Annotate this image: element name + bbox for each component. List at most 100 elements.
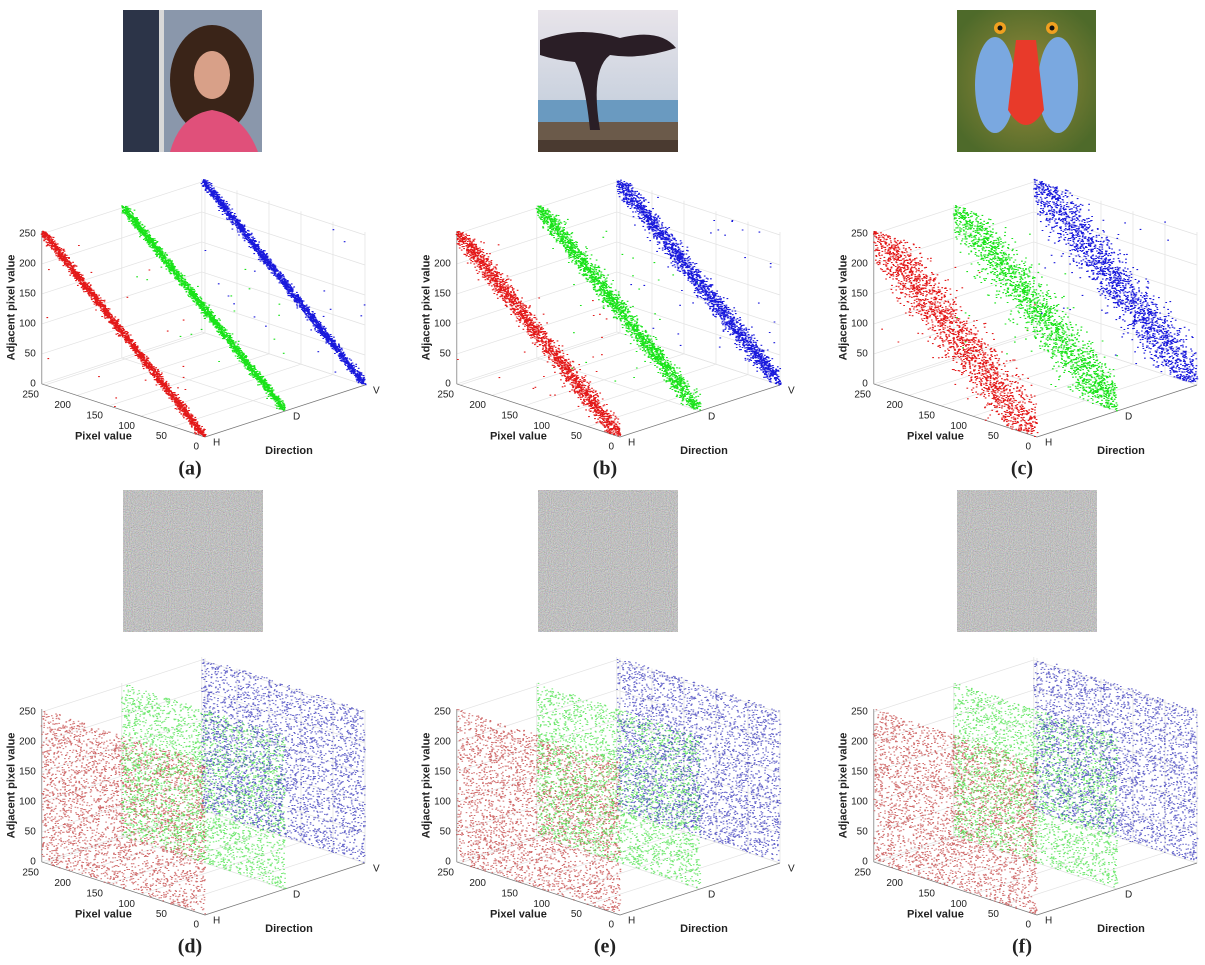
direction-tick-label: V (788, 386, 795, 397)
z-tick-label: 100 (851, 797, 868, 808)
depth-axis-label: Direction (265, 445, 313, 457)
z-tick-label: 200 (851, 259, 868, 270)
direction-tick-label: D (1125, 890, 1132, 901)
point-cloud (952, 683, 1119, 888)
x-tick-label: 250 (437, 868, 454, 879)
x-tick-label: 50 (988, 909, 1000, 920)
grid-line (616, 719, 781, 774)
axis-line (619, 384, 781, 438)
point-cloud (40, 711, 207, 915)
y-axis-label: Adjacent pixel value (6, 733, 18, 839)
grid-line (616, 271, 781, 326)
cipher-image (957, 490, 1097, 632)
grid-line (41, 181, 202, 235)
z-tick-label: 250 (19, 229, 36, 240)
direction-tick-label: V (373, 864, 380, 875)
cipher-image (538, 490, 678, 632)
point-cloud (121, 205, 286, 411)
direction-tick-label: H (213, 916, 220, 927)
z-tick-label: 250 (434, 707, 451, 718)
x-tick-label: 100 (118, 421, 135, 432)
axis-line (204, 384, 366, 438)
x-tick-label: 100 (950, 421, 967, 432)
depth-axis-label: Direction (680, 445, 728, 457)
x-axis-label: Pixel value (75, 430, 132, 442)
z-tick-label: 200 (851, 737, 868, 748)
panel-label: (e) (594, 936, 616, 958)
grid-line (41, 271, 202, 325)
photo-baboon (957, 10, 1096, 152)
direction-tick-label: V (373, 386, 380, 397)
grid-line (616, 749, 781, 804)
grid-line (873, 241, 1034, 295)
grid-line (1033, 749, 1198, 804)
x-tick-label: 150 (86, 888, 103, 899)
axis-line (41, 383, 206, 438)
x-tick-label: 100 (533, 421, 550, 432)
depth-axis-label: Direction (265, 923, 313, 935)
x-tick-label: 200 (469, 878, 486, 889)
grid-line (616, 211, 781, 266)
z-tick-label: 200 (434, 737, 451, 748)
z-tick-label: 250 (851, 707, 868, 718)
panel-label: (f) (1012, 936, 1032, 958)
grid-line (41, 241, 202, 295)
point-cloud (200, 659, 366, 863)
grid-line (873, 689, 1034, 743)
x-tick-label: 250 (22, 868, 39, 879)
z-tick-label: 100 (851, 319, 868, 330)
point-cloud (1033, 178, 1199, 383)
z-tick-label: 200 (434, 259, 451, 270)
x-tick-label: 150 (86, 410, 103, 421)
axis-line (1036, 862, 1198, 916)
z-tick-label: 250 (851, 229, 868, 240)
y-axis-label: Adjacent pixel value (838, 733, 850, 839)
z-tick-label: 200 (19, 259, 36, 270)
cipher-image (123, 490, 263, 632)
x-tick-label: 0 (1025, 442, 1031, 453)
grid-line (1033, 301, 1198, 356)
plot-3d: 050100150200250250200150100500HDVAdjacen… (838, 656, 1199, 958)
direction-tick-label: D (1125, 412, 1132, 423)
point-cloud (455, 230, 622, 437)
x-tick-label: 200 (54, 878, 71, 889)
grid-line (41, 779, 202, 833)
grid-line (536, 835, 701, 890)
panel-label: (b) (593, 458, 617, 480)
direction-tick-label: D (293, 890, 300, 901)
x-axis-label: Pixel value (490, 430, 547, 442)
grid-line (873, 779, 1034, 833)
z-tick-label: 150 (434, 289, 451, 300)
z-tick-label: 0 (862, 857, 868, 868)
grid-line (456, 241, 617, 295)
photo-landscape (538, 10, 678, 152)
axis-line (873, 383, 1038, 438)
grid-line (456, 211, 617, 265)
grid-line (121, 835, 286, 890)
y-axis-label: Adjacent pixel value (421, 733, 433, 839)
x-axis-label: Pixel value (490, 908, 547, 920)
z-tick-label: 100 (19, 797, 36, 808)
grid-line (41, 659, 202, 713)
x-axis-label: Pixel value (75, 908, 132, 920)
depth-axis-label: Direction (1097, 923, 1145, 935)
axis-line (204, 862, 366, 916)
z-tick-label: 0 (862, 379, 868, 390)
z-tick-label: 100 (434, 319, 451, 330)
grid-line (873, 809, 1034, 863)
point-cloud (616, 659, 782, 861)
x-tick-label: 50 (571, 909, 583, 920)
z-tick-label: 150 (851, 289, 868, 300)
grid-line (201, 271, 366, 326)
point-cloud (40, 230, 207, 437)
x-axis-label: Pixel value (907, 908, 964, 920)
x-tick-label: 200 (886, 878, 903, 889)
x-tick-label: 50 (988, 431, 1000, 442)
grid-line (201, 809, 366, 864)
x-tick-label: 50 (571, 431, 583, 442)
depth-axis-label: Direction (680, 923, 728, 935)
direction-tick-label: D (293, 412, 300, 423)
z-tick-label: 100 (434, 797, 451, 808)
x-tick-label: 100 (118, 899, 135, 910)
